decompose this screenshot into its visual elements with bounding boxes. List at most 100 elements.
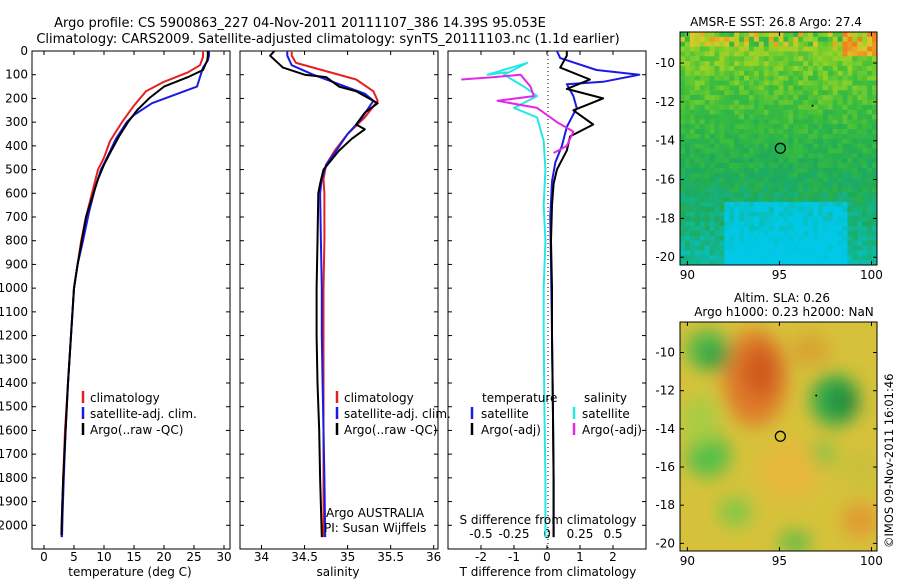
sst-cell: [719, 61, 725, 67]
difference-legend: temperature satellite Argo(-adj) salinit…: [470, 391, 642, 437]
sst-cell: [867, 51, 873, 57]
sst-cell: [822, 226, 829, 232]
sst-cell: [793, 104, 799, 111]
sst-cell: [748, 129, 755, 135]
sst-cell: [763, 206, 770, 212]
sst-cell: [852, 138, 858, 145]
sst-cell: [862, 177, 868, 183]
sst-cell: [783, 129, 789, 135]
sst-cell: [748, 260, 755, 265]
map-y-tick-label: -16: [655, 460, 675, 474]
sst-cell: [788, 206, 794, 212]
sst-cell: [852, 201, 858, 208]
sst-cell: [817, 231, 824, 237]
depth-tick-label: 200: [5, 91, 28, 105]
sla-blob: [831, 386, 859, 418]
sst-cell: [680, 95, 686, 101]
sst-cell: [748, 197, 755, 203]
sst-cell: [827, 95, 834, 101]
sst-cell: [768, 206, 774, 212]
sst-cell: [817, 167, 824, 174]
sst-cell: [788, 182, 794, 188]
difference-s-x-axis: -0.5 -0.25 0 0.25 0.5: [469, 527, 622, 541]
sst-cell: [837, 158, 843, 164]
sst-cell: [837, 90, 843, 96]
sst-cell: [763, 124, 770, 130]
sst-cell: [709, 85, 715, 91]
sst-cell: [842, 70, 848, 77]
sst-cell: [753, 255, 760, 261]
sst-cell: [793, 109, 799, 115]
sst-cell: [862, 153, 868, 159]
sst-cell: [744, 177, 750, 183]
sst-cell: [803, 148, 809, 154]
sst-cell: [798, 95, 804, 101]
sst-cell: [808, 138, 814, 145]
sst-cell: [867, 129, 873, 135]
sst-cell: [719, 51, 725, 57]
sst-cell: [798, 206, 804, 212]
sst-cell: [724, 95, 730, 101]
sst-cell: [734, 56, 740, 62]
sst-cell: [778, 192, 784, 198]
sst-cell: [758, 36, 765, 43]
sst-cell: [709, 124, 715, 130]
sst-cell: [862, 90, 868, 96]
sst-cell: [689, 109, 696, 115]
sst-cell: [748, 172, 755, 179]
sst-cell: [808, 177, 814, 183]
sst-cell: [837, 46, 843, 52]
depth-tick-label: 1300: [0, 352, 28, 366]
sst-cell: [867, 235, 873, 242]
sst-cell: [680, 143, 686, 149]
sst-cell: [798, 235, 804, 242]
sst-cell: [822, 158, 829, 164]
sst-cell: [822, 206, 829, 212]
sst-cell: [788, 153, 794, 159]
sst-cell: [817, 148, 824, 154]
sst-cell: [773, 99, 779, 106]
sst-cell: [768, 41, 774, 47]
sst-cell: [724, 167, 730, 174]
sst-cell: [699, 95, 706, 101]
sst-cell: [699, 32, 706, 38]
sst-cell: [694, 158, 701, 164]
sst-cell: [812, 240, 819, 246]
sst-cell: [827, 129, 834, 135]
sst-cell: [739, 85, 745, 91]
sst-cell: [808, 85, 814, 91]
sst-cell: [817, 129, 824, 135]
sst-heatmap: [680, 32, 877, 265]
sst-cell: [812, 61, 819, 67]
sst-cell: [852, 124, 858, 130]
sst-cell: [763, 56, 770, 62]
sst-cell: [872, 46, 877, 52]
sst-cell: [817, 138, 824, 145]
sst-cell: [724, 109, 730, 115]
sst-cell: [714, 119, 720, 125]
sst-cell: [803, 99, 809, 106]
depth-tick-label: 1200: [0, 329, 28, 343]
sst-cell: [857, 36, 863, 43]
sst-cell: [778, 143, 784, 149]
sst-cell: [783, 143, 789, 149]
sst-cell: [837, 56, 843, 62]
sst-cell: [837, 231, 843, 237]
sst-cell: [778, 99, 784, 106]
sst-cell: [709, 201, 715, 208]
sst-cell: [822, 124, 829, 130]
sst-cell: [822, 235, 829, 242]
sst-cell: [872, 177, 877, 183]
sst-cell: [699, 182, 706, 188]
sst-cell: [763, 255, 770, 261]
sst-cell: [714, 61, 720, 67]
x-tick-label: 15: [126, 550, 141, 564]
sst-cell: [872, 99, 877, 106]
sst-cell: [753, 51, 760, 57]
sst-cell: [729, 245, 735, 251]
sst-cell: [812, 90, 819, 96]
sst-cell: [857, 90, 863, 96]
sst-cell: [753, 192, 760, 198]
sst-cell: [680, 129, 686, 135]
sst-cell: [689, 201, 696, 208]
